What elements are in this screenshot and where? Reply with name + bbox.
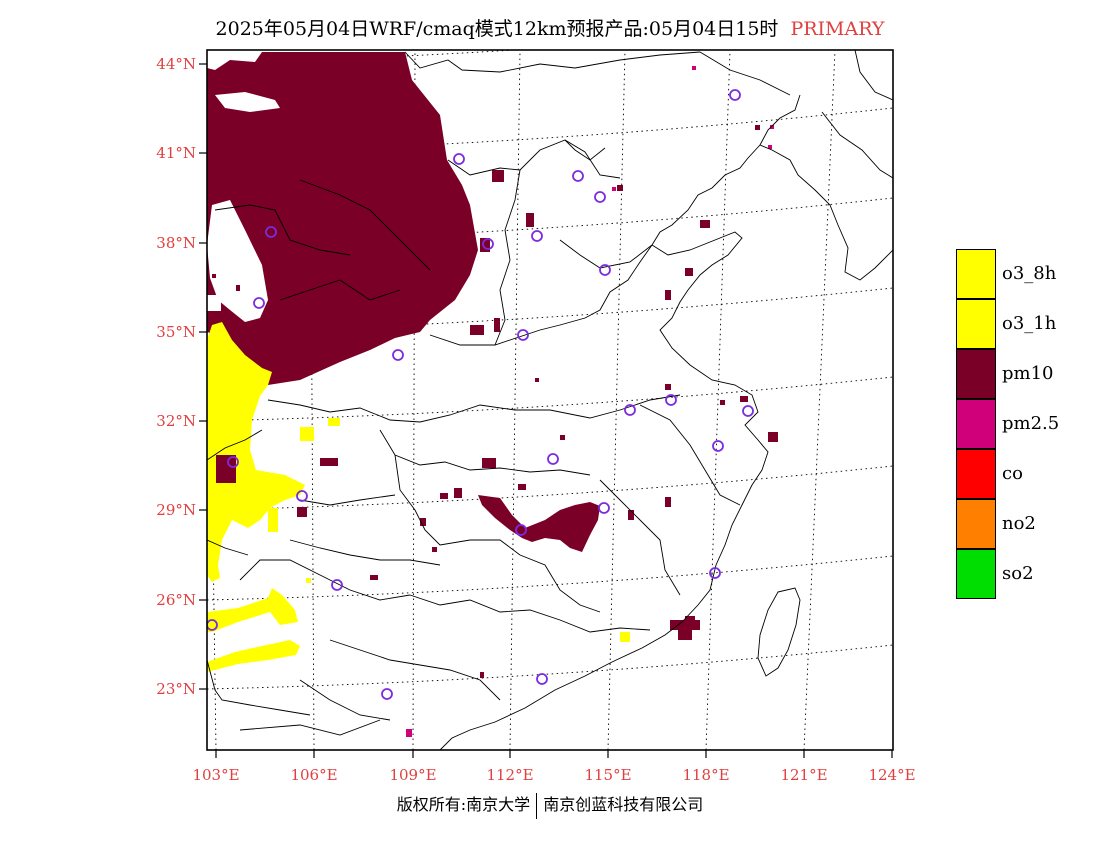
pm25-patches	[406, 66, 774, 737]
axis-ticks	[199, 63, 893, 758]
title-main: 2025年05月04日WRF/cmaq模式12km预报产品:05月04日15时	[215, 18, 779, 40]
lat-label-26n: 26°N	[156, 591, 196, 609]
lon-label-106e: 106°E	[290, 766, 338, 784]
footer-separator	[536, 792, 538, 819]
pm10-region	[207, 52, 478, 385]
legend-label-so2: so2	[1002, 563, 1034, 584]
legend-swatch-o3-1h	[956, 299, 996, 349]
legend-label-no2: no2	[1002, 513, 1036, 534]
monitoring-stations	[207, 89, 754, 700]
legend-label-pm25: pm2.5	[1002, 413, 1060, 434]
footer-right: 南京创蓝科技有限公司	[543, 795, 704, 814]
lat-label-35n: 35°N	[156, 323, 196, 341]
legend-label-o3-8h: o3_8h	[1002, 263, 1057, 284]
lon-label-112e: 112°E	[486, 766, 534, 784]
lat-label-23n: 23°N	[156, 680, 196, 698]
legend-swatch-no2	[956, 499, 996, 549]
legend-label-o3-1h: o3_1h	[1002, 313, 1057, 334]
lon-label-109e: 109°E	[389, 766, 437, 784]
lat-label-32n: 32°N	[156, 412, 196, 430]
lat-label-44n: 44°N	[156, 55, 196, 73]
lon-label-115e: 115°E	[584, 766, 632, 784]
lat-label-38n: 38°N	[156, 234, 196, 252]
legend-swatch-o3-8h	[956, 249, 996, 299]
lat-label-29n: 29°N	[156, 501, 196, 519]
lon-label-103e: 103°E	[192, 766, 240, 784]
footer-left: 版权所有:南京大学	[396, 795, 531, 814]
lon-label-118e: 118°E	[682, 766, 730, 784]
boundaries	[207, 50, 893, 750]
title-tag: PRIMARY	[790, 18, 885, 40]
lon-label-121e: 121°E	[780, 766, 828, 784]
map-frame	[206, 49, 894, 751]
lat-label-41n: 41°N	[156, 144, 196, 162]
o3-region	[207, 322, 630, 672]
legend-swatch-pm10	[956, 349, 996, 399]
legend-swatch-co	[956, 449, 996, 499]
legend-label-pm10: pm10	[1002, 363, 1054, 384]
pm10-patches	[212, 125, 778, 678]
legend-label-co: co	[1002, 463, 1023, 484]
copyright-footer: 版权所有:南京大学 南京创蓝科技有限公司	[0, 791, 1100, 819]
legend-swatch-pm25	[956, 399, 996, 449]
lon-label-124e: 124°E	[868, 766, 916, 784]
legend-swatch-so2	[956, 549, 996, 599]
map-title: 2025年05月04日WRF/cmaq模式12km预报产品:05月04日15时 P…	[0, 14, 1100, 41]
